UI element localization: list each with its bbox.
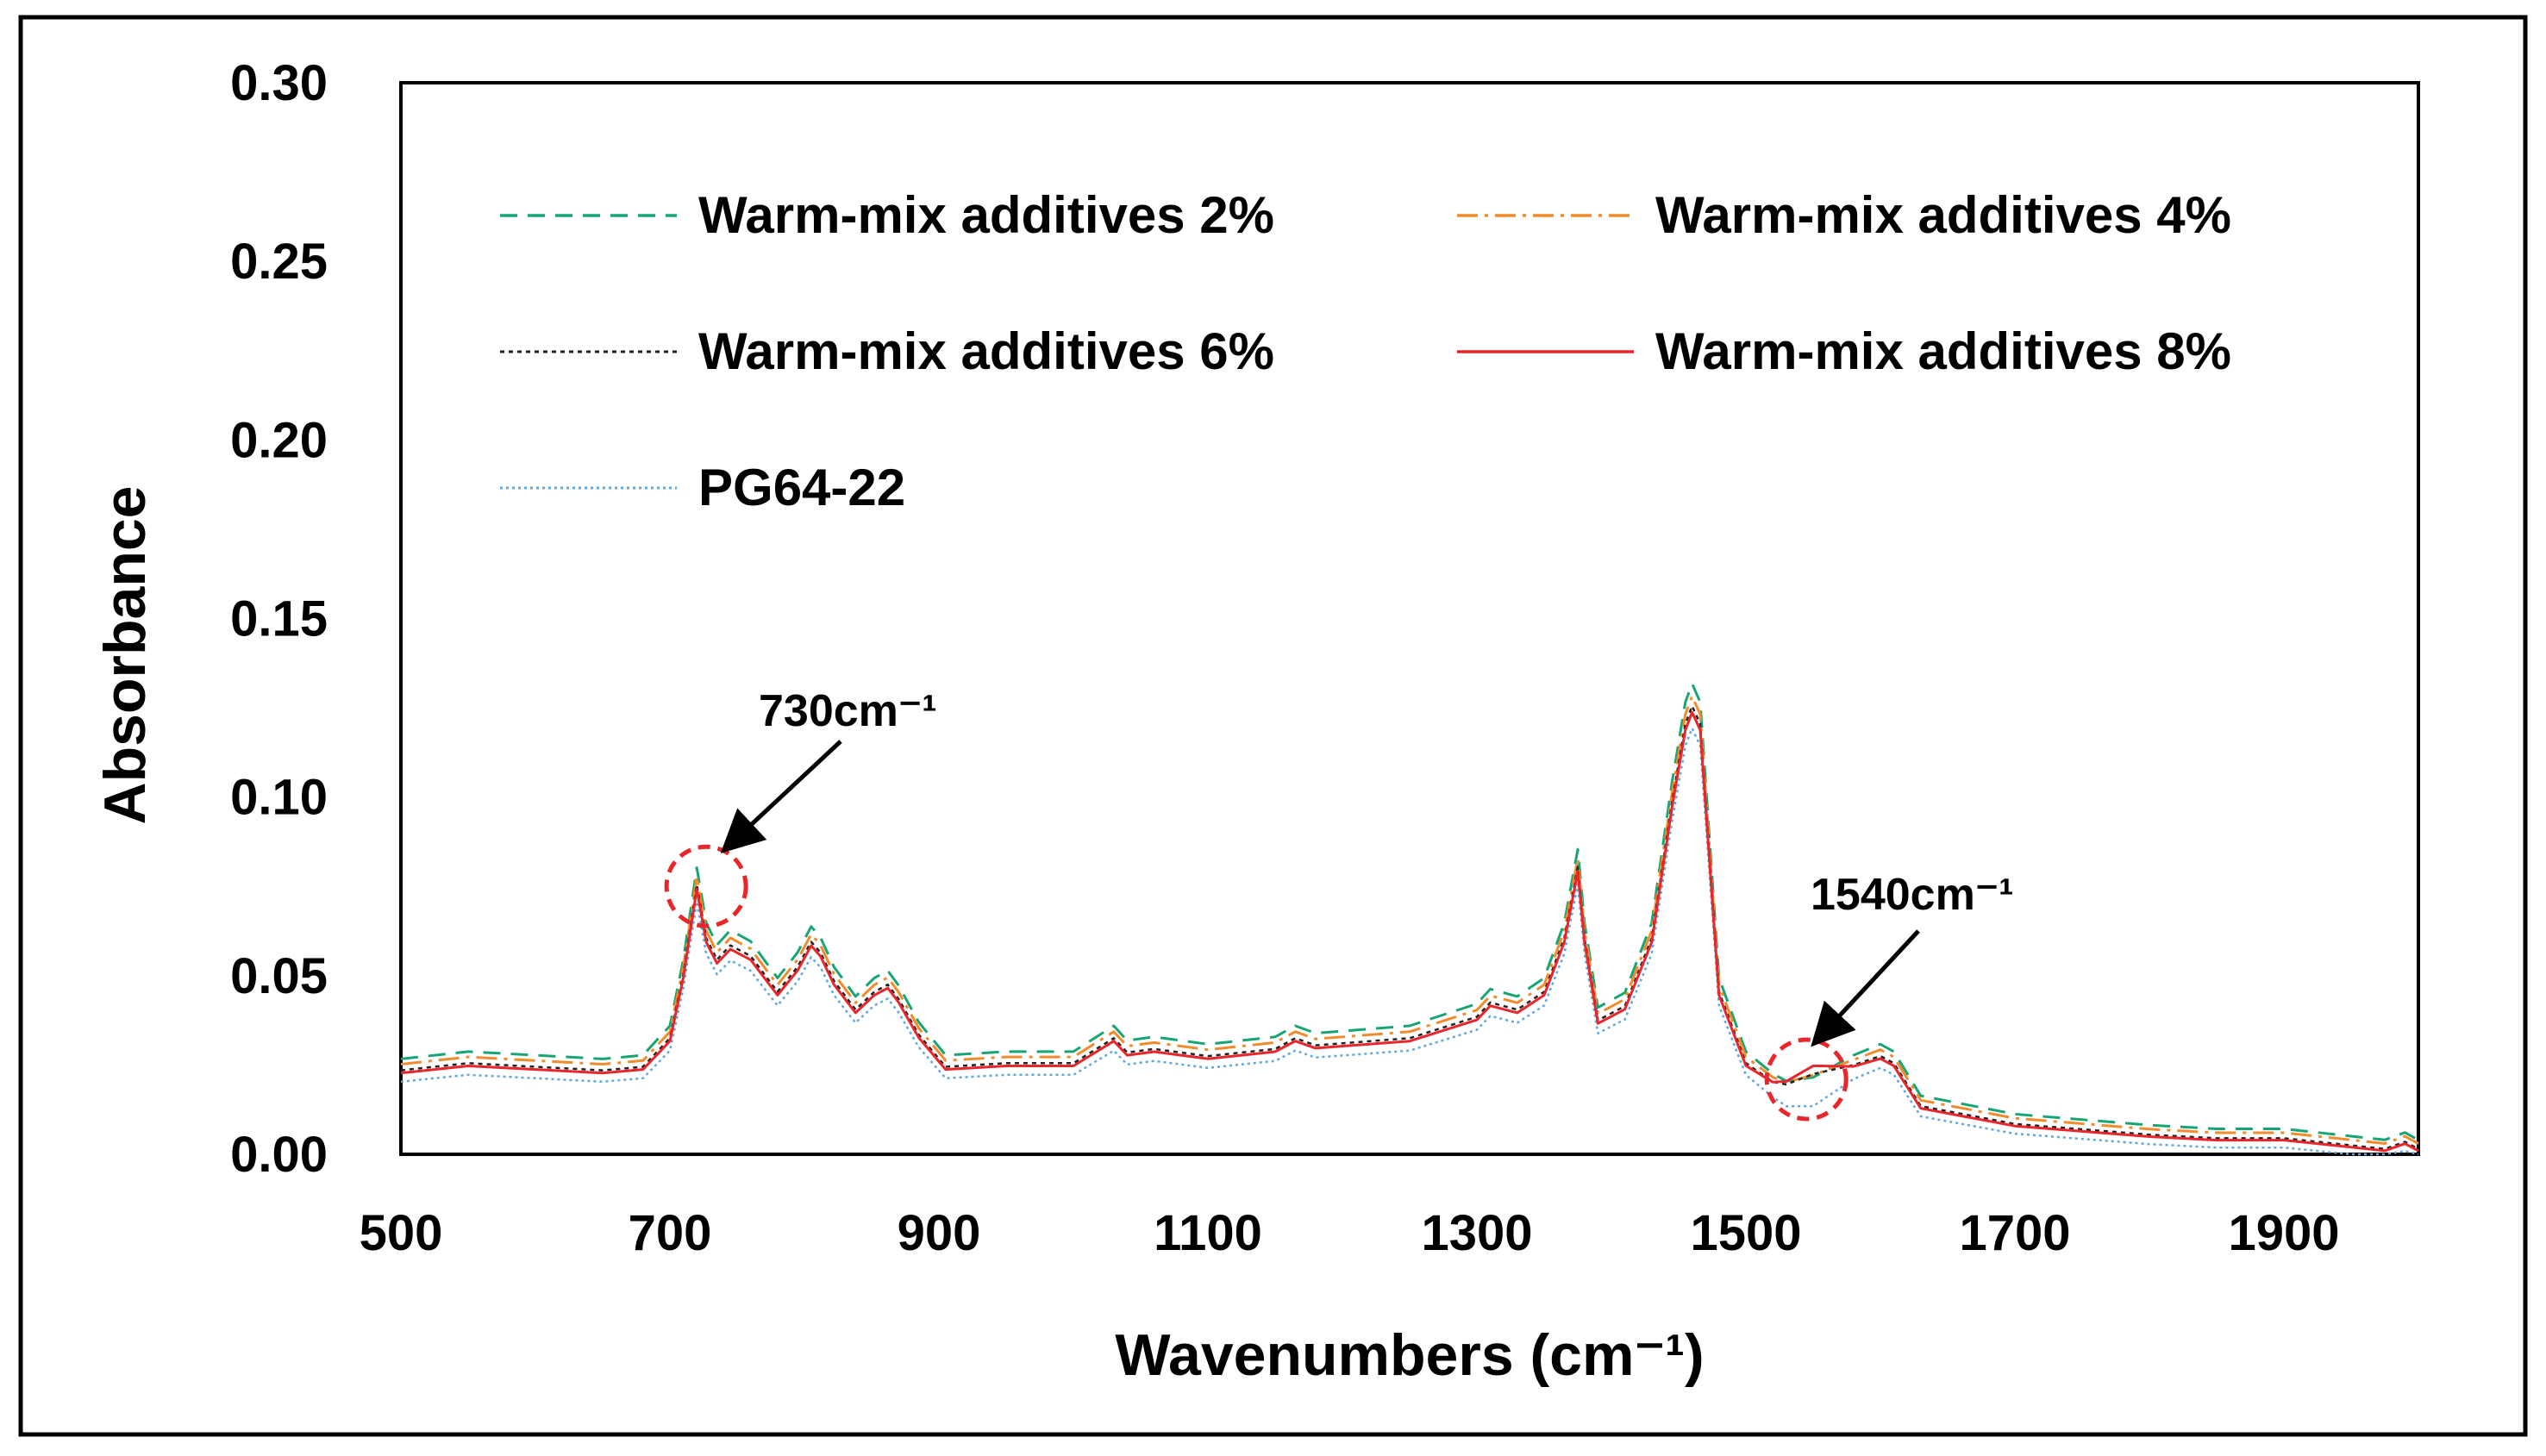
- plot-area-frame: [399, 81, 2420, 1156]
- annotations: 730cm⁻¹ 1540cm⁻¹: [664, 686, 2014, 1122]
- y-tick-label: 0.20: [230, 412, 328, 468]
- x-tick-label: 500: [360, 1205, 443, 1261]
- legend-label-4: Warm-mix additives 8%: [1655, 322, 2231, 380]
- series-line-3: [400, 704, 2419, 1151]
- x-tick-label: 900: [898, 1205, 981, 1261]
- highlight-circle-1: [664, 844, 748, 928]
- annotation-arrow-1: [720, 740, 842, 853]
- series-line-4: [400, 710, 2419, 1153]
- x-tick-label: 1700: [1959, 1205, 2070, 1261]
- highlight-circle-2: [1764, 1037, 1849, 1122]
- y-tick-label: 0.25: [230, 234, 328, 290]
- x-tick-label: 700: [629, 1205, 712, 1261]
- x-tick-label: 1300: [1421, 1205, 1532, 1261]
- series-line-1: [400, 682, 2419, 1141]
- legend-label-1: Warm-mix additives 2%: [698, 186, 1274, 244]
- x-tick-label: 1900: [2228, 1205, 2339, 1261]
- y-axis-label: Absorbance: [92, 486, 158, 825]
- annotation-arrow-2: [1811, 929, 1920, 1047]
- y-tick-label: 0.30: [230, 55, 328, 111]
- legend-label-3: Warm-mix additives 6%: [698, 322, 1274, 380]
- series-line-2: [400, 695, 2419, 1145]
- legend-label-2: Warm-mix additives 4%: [1655, 186, 2231, 244]
- series-layer: [400, 682, 2419, 1156]
- y-tick-label: 0.15: [230, 591, 328, 647]
- legend-label-5: PG64-22: [698, 459, 905, 516]
- y-tick-label: 0.00: [230, 1127, 328, 1183]
- outer-frame: [18, 15, 2528, 1437]
- y-tick-label: 0.05: [230, 948, 328, 1004]
- y-tick-labels: 0.00 0.05 0.10 0.15 0.20 0.25 0.30: [230, 55, 328, 1183]
- annotation-label-1: 730cm⁻¹: [759, 686, 937, 736]
- annotation-label-2: 1540cm⁻¹: [1811, 870, 2014, 920]
- x-tick-labels: 500 700 900 1100 1300 1500 1700 1900: [360, 1205, 2340, 1261]
- x-axis-label: Wavenumbers (cm⁻¹): [1115, 1322, 1704, 1388]
- legend: Warm-mix additives 2% Warm-mix additives …: [500, 186, 2231, 516]
- x-tick-label: 1100: [1154, 1205, 1262, 1261]
- y-tick-label: 0.10: [230, 770, 328, 826]
- series-line-5: [400, 727, 2419, 1156]
- x-tick-label: 1500: [1690, 1205, 1801, 1261]
